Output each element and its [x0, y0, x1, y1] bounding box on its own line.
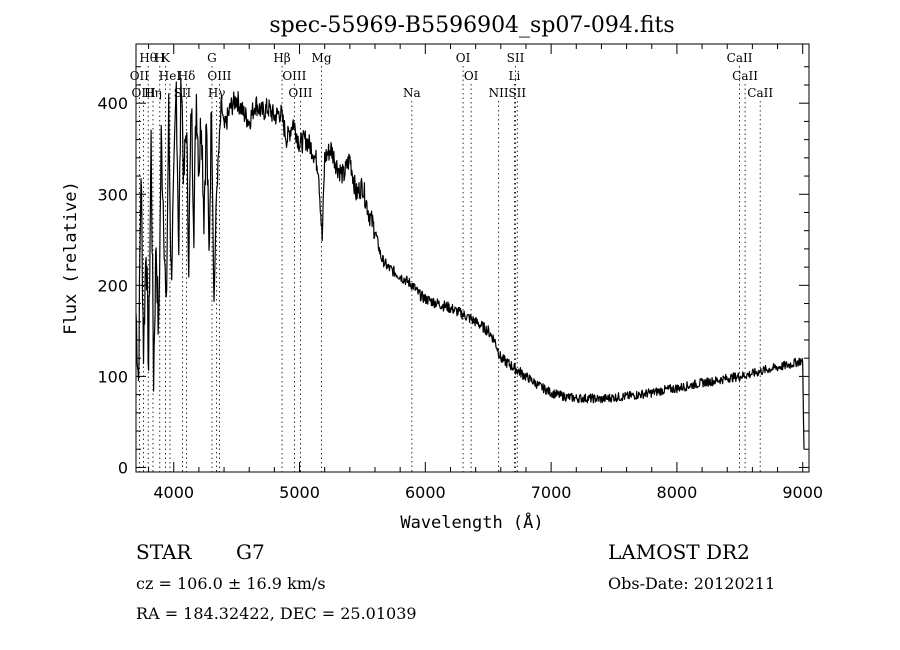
line-marker-label: Hθ: [139, 51, 157, 65]
line-marker-label: Mg: [312, 51, 332, 65]
line-marker-label: H: [155, 51, 165, 65]
plot-frame: [135, 43, 810, 473]
line-marker-label: CaII: [747, 86, 773, 100]
x-tick-label: 4000: [153, 483, 194, 502]
axis-ticks: 4000 5000 6000 7000 8000 9000 0 100 200 300 400: [97, 44, 823, 502]
line-marker-label: G: [207, 51, 217, 65]
chart-title: spec-55969-B5596904_sp07-094.fits: [269, 13, 674, 38]
line-marker-label: OI: [456, 51, 471, 65]
line-marker-label: Hδ: [178, 69, 196, 83]
y-axis-label: Flux (relative): [61, 181, 81, 335]
x-tick-label: 8000: [657, 483, 698, 502]
line-marker-label: HeI: [159, 69, 182, 83]
line-marker-label: SII: [508, 86, 526, 100]
line-marker-label: OIII: [288, 86, 312, 100]
line-marker-label: Hβ: [273, 51, 290, 65]
line-marker-label: Hγ: [208, 86, 226, 100]
x-tick-label: 9000: [782, 483, 823, 502]
line-marker-label: Na: [403, 86, 421, 100]
spectrum-line: [135, 77, 805, 450]
x-tick-label: 6000: [405, 483, 446, 502]
line-marker-label: SII: [174, 86, 192, 100]
survey-name: LAMOST DR2: [608, 540, 750, 564]
y-tick-label: 200: [97, 276, 128, 295]
line-marker-label: NII: [489, 86, 509, 100]
y-tick-label: 400: [97, 94, 128, 113]
x-axis-label: Wavelength (Å): [400, 511, 543, 533]
line-marker-label: K: [161, 51, 171, 65]
line-marker-label: SII: [507, 51, 525, 65]
x-tick-label: 7000: [531, 483, 572, 502]
y-tick-label: 0: [118, 458, 128, 477]
line-marker-label: OII: [130, 69, 150, 83]
line-marker-label: OI: [464, 69, 479, 83]
observation-date: Obs-Date: 20120211: [608, 574, 776, 593]
line-marker-label: CaII: [727, 51, 753, 65]
y-tick-label: 100: [97, 367, 128, 386]
y-tick-label: 300: [97, 185, 128, 204]
subclass: G7: [236, 540, 265, 564]
redshift-velocity: cz = 106.0 ± 16.9 km/s: [136, 574, 326, 593]
object-class: STAR: [136, 540, 192, 564]
line-marker-label: OIII: [207, 69, 231, 83]
sky-coordinates: RA = 184.32422, DEC = 25.01039: [136, 604, 417, 623]
x-tick-label: 5000: [279, 483, 320, 502]
line-marker-label: Hη: [144, 86, 162, 100]
line-marker-label: OIII: [282, 69, 306, 83]
line-marker-label: Li: [508, 69, 520, 83]
line-marker-label: OIII: [132, 86, 156, 100]
line-marker-label: CaII: [732, 69, 758, 83]
